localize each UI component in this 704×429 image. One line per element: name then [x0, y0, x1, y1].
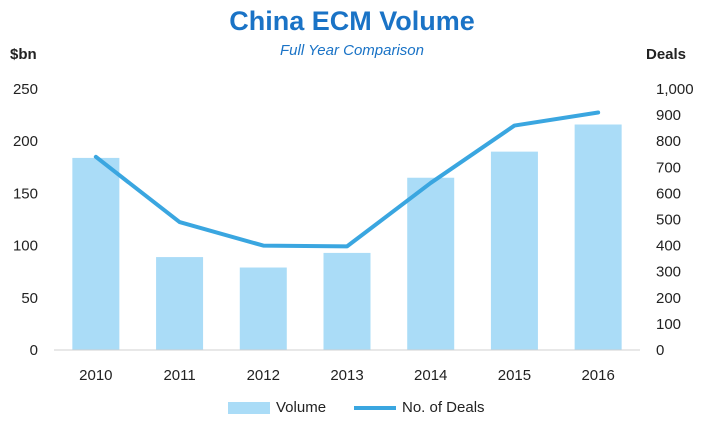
y-right-tick-400: 400 — [656, 238, 681, 255]
legend-swatch-volume — [228, 401, 270, 414]
y-right-tick-600: 600 — [656, 185, 681, 202]
x-tick-2011: 2011 — [163, 367, 195, 384]
y-right-tick-0: 0 — [656, 342, 664, 359]
x-tick-2010: 2010 — [79, 367, 112, 384]
legend-label-deals: No. of Deals — [402, 399, 485, 416]
legend-item-volume: Volume — [228, 399, 326, 416]
bar-2015 — [490, 151, 538, 350]
y-right-tick-100: 100 — [656, 316, 681, 333]
x-tick-2014: 2014 — [414, 367, 447, 384]
y-right-tick-700: 700 — [656, 159, 681, 176]
legend-label-volume: Volume — [276, 399, 327, 416]
y-right-tick-300: 300 — [656, 264, 681, 281]
y-right-axis-title: Deals — [646, 46, 687, 63]
y-left-tick-100: 100 — [13, 238, 38, 255]
y-left-tick-200: 200 — [13, 133, 38, 150]
legend-swatch-deals — [354, 405, 396, 410]
y-right-tick-900: 900 — [656, 107, 681, 124]
x-tick-2013: 2013 — [330, 367, 363, 384]
bar-2014 — [407, 177, 455, 350]
y-right-tick-500: 500 — [656, 212, 681, 229]
y-right-tick-200: 200 — [656, 290, 681, 307]
x-tick-2012: 2012 — [247, 367, 280, 384]
bar-2011 — [156, 257, 204, 350]
y-left-tick-50: 50 — [21, 290, 38, 307]
y-left-axis-title: $bn — [10, 46, 37, 63]
legend-item-deals: No. of Deals — [354, 399, 485, 416]
y-left-tick-150: 150 — [13, 185, 38, 202]
bar-2012 — [239, 267, 287, 350]
chart-legend: Volume No. of Deals — [0, 399, 704, 423]
y-right-tick-1,000: 1,000 — [656, 81, 694, 98]
bar-2013 — [323, 252, 371, 350]
x-tick-2015: 2015 — [498, 367, 531, 384]
chart-subtitle: Full Year Comparison — [280, 42, 424, 59]
y-left-tick-250: 250 — [13, 81, 38, 98]
y-left-tick-0: 0 — [30, 342, 38, 359]
bar-2010 — [72, 157, 120, 350]
bar-2016 — [574, 124, 622, 350]
y-right-tick-800: 800 — [656, 133, 681, 150]
x-tick-2016: 2016 — [581, 367, 614, 384]
chart-title: China ECM Volume — [229, 6, 475, 36]
